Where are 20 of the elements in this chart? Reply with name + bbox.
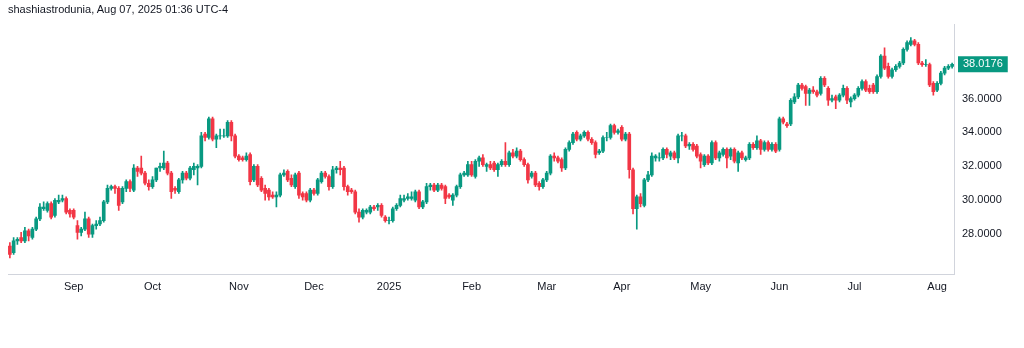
x-tick-label: Nov [229, 280, 250, 293]
x-tick-label: 2025 [376, 280, 402, 293]
x-tick-label: Apr [613, 280, 631, 293]
candlestick [924, 59, 928, 67]
y-tick-label: 34.0000 [962, 125, 1002, 138]
y-tick-label: 36.0000 [962, 91, 1002, 104]
y-tick-label: 30.0000 [962, 193, 1002, 206]
x-tick-label: Feb [462, 280, 482, 293]
x-tick-label: Sep [63, 280, 84, 293]
x-tick-label: Aug [927, 280, 947, 293]
x-tick-label: Jun [770, 280, 789, 293]
text: 38.0176 [963, 57, 1003, 70]
chart-title: shashiastrodunia, Aug 07, 2025 01:36 UTC-4 [8, 3, 229, 15]
x-tick-label: May [690, 280, 712, 293]
x-tick-label: Jul [847, 280, 862, 293]
x-tick-label: Dec [304, 280, 325, 293]
y-tick-label: 32.0000 [962, 159, 1002, 172]
x-tick-label: Mar [537, 280, 557, 293]
x-tick-label: Oct [143, 280, 162, 293]
y-tick-label: 28.0000 [962, 227, 1002, 240]
